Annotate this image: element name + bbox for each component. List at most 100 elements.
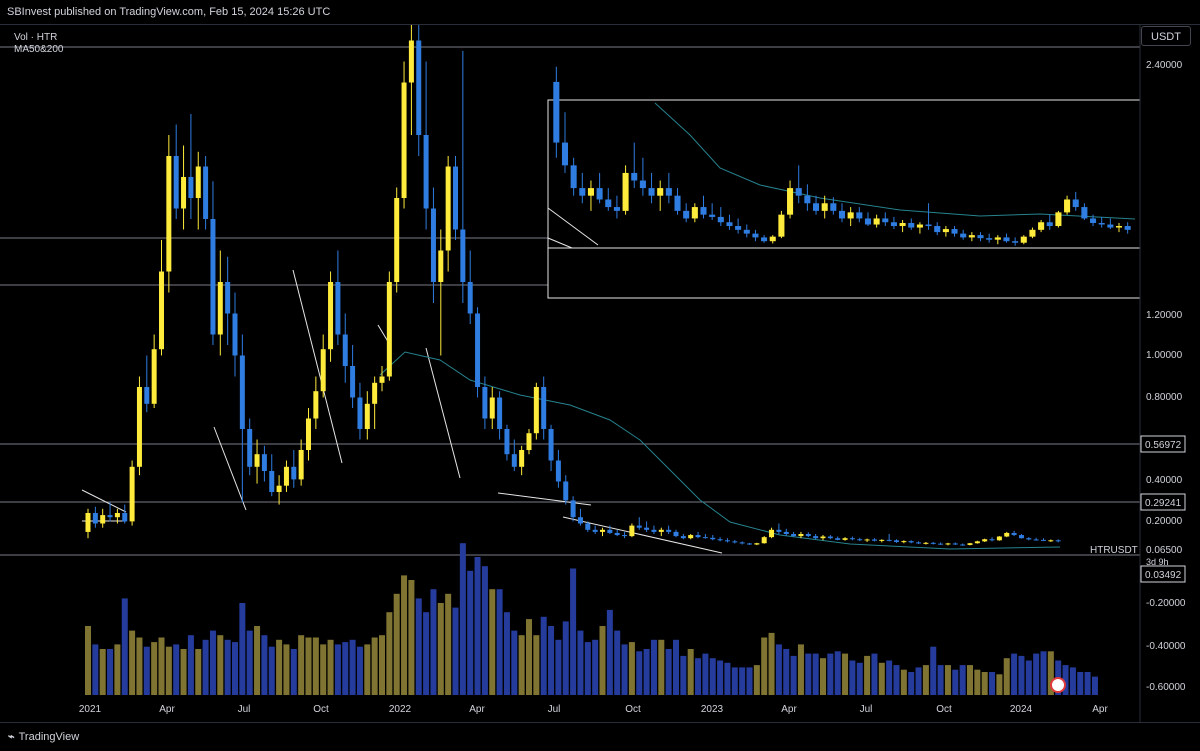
- volume-bar: [717, 660, 724, 695]
- volume-bar: [790, 655, 797, 695]
- candle-body: [930, 542, 936, 544]
- candle-body: [960, 544, 966, 546]
- candle-body: [820, 536, 826, 539]
- pane-legend: Vol · HTR MA50&200: [14, 32, 63, 56]
- moving-average-line: [379, 351, 1061, 550]
- volume-bar: [702, 653, 709, 695]
- volume-bar: [239, 603, 246, 695]
- price-marker-box: [1140, 493, 1186, 511]
- volume-bar: [1062, 665, 1069, 695]
- volume-bar: [1040, 651, 1047, 695]
- candle-body: [805, 534, 811, 537]
- candle-body: [195, 166, 201, 198]
- candle-body: [908, 541, 914, 543]
- candle-body: [761, 537, 767, 544]
- volume-bar: [937, 665, 944, 695]
- volume-bar: [92, 644, 99, 695]
- flag-icon: [1050, 677, 1066, 693]
- volume-bar: [533, 635, 540, 695]
- candle-body: [217, 282, 223, 335]
- price-axis[interactable]: 2.40000 1.20000 1.00000 0.80000 0.40000 0.200…: [1050, 24, 1200, 722]
- volume-bar: [129, 630, 136, 695]
- volume-bar: [856, 662, 863, 695]
- volume-bar: [180, 649, 187, 695]
- inset-candle-body: [639, 180, 646, 189]
- candle-body: [159, 271, 164, 350]
- candle-body: [710, 537, 716, 540]
- volume-bar: [202, 639, 209, 695]
- inset-candle-body: [717, 216, 724, 223]
- time-tick-label: 2022: [389, 704, 412, 715]
- candle-body: [232, 313, 238, 356]
- candle-body: [901, 541, 907, 543]
- volume-bar: [981, 672, 988, 695]
- volume-bar: [408, 580, 415, 695]
- trendline: [425, 347, 461, 479]
- candle-body: [445, 166, 451, 251]
- volume-bar: [680, 655, 687, 695]
- inset-ma-line: [654, 102, 1136, 220]
- currency-button[interactable]: USDT: [1141, 26, 1191, 46]
- candle-body: [225, 282, 231, 314]
- candle-body: [357, 397, 363, 429]
- candle-body: [879, 539, 885, 541]
- candle-body: [342, 334, 348, 366]
- inset-candle-body: [613, 207, 620, 211]
- candle-body: [416, 40, 422, 135]
- candle-body: [835, 538, 841, 540]
- candle-body: [85, 513, 91, 532]
- candle-body: [717, 539, 723, 541]
- candle-body: [680, 536, 686, 539]
- candle-body: [798, 534, 804, 537]
- volume-bar: [930, 646, 937, 695]
- price-tick-label: -0.20000: [1146, 598, 1186, 609]
- volume-bar: [915, 667, 922, 695]
- inset-candle-body: [977, 235, 984, 239]
- candle-body: [460, 229, 466, 282]
- inset-candle-body: [813, 203, 820, 211]
- candle-body: [747, 543, 752, 545]
- volume-bar: [709, 658, 716, 695]
- price-tick-label: 0.40000: [1146, 475, 1183, 486]
- candle-body: [732, 541, 738, 543]
- tradingview-brand[interactable]: ⌁ TradingView: [8, 730, 79, 743]
- inset-candle-body: [890, 222, 897, 227]
- candle-body: [1041, 539, 1046, 541]
- volume-bar: [526, 619, 532, 695]
- candle-body: [173, 156, 179, 209]
- volume-legend[interactable]: Vol · HTR: [14, 32, 58, 43]
- volume-bar: [842, 653, 849, 695]
- volume-bar: [687, 649, 694, 695]
- price-tick-label: 0.80000: [1146, 392, 1183, 403]
- candle-body: [283, 466, 289, 486]
- candle-body: [592, 529, 598, 532]
- trendlines-layer: [81, 269, 723, 554]
- volume-bar: [342, 642, 349, 695]
- candle-body: [864, 539, 870, 541]
- candle-body: [298, 450, 304, 480]
- volume-bar: [121, 598, 128, 695]
- candle-body: [827, 536, 833, 539]
- moving-average-layer: [379, 351, 1061, 550]
- candle-body: [600, 529, 605, 532]
- price-marker-label: 0.29241: [1145, 498, 1182, 509]
- volume-bar: [989, 672, 996, 695]
- candle-body: [982, 539, 988, 542]
- ma-legend[interactable]: MA50&200: [14, 44, 64, 55]
- volume-bar: [107, 649, 114, 695]
- inset-candle-body: [873, 218, 880, 225]
- volume-bar: [430, 589, 437, 695]
- inset-candle-body: [1003, 237, 1010, 242]
- candle-body: [210, 219, 216, 335]
- inset-candle-body: [1012, 241, 1019, 243]
- volume-bar: [217, 635, 224, 695]
- price-marker-label: 0.03492: [1145, 570, 1182, 581]
- candle-body: [504, 429, 510, 455]
- volume-bar: [481, 566, 488, 695]
- volume-bar: [158, 637, 165, 695]
- volume-bar: [783, 649, 790, 695]
- volume-bar: [658, 639, 665, 695]
- time-axis[interactable]: 2021 Apr Jul Oct 2022 Apr Jul Oct 2023 Apr Jul Oct 2…: [79, 704, 1109, 715]
- volume-bar: [621, 644, 628, 695]
